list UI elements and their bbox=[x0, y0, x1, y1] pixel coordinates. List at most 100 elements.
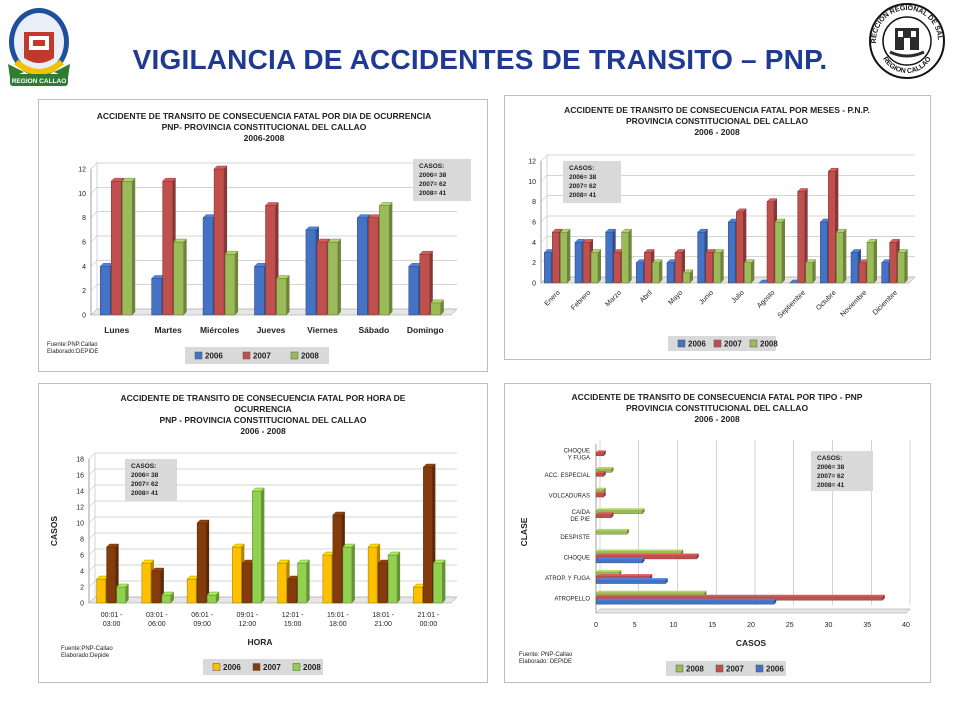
bar bbox=[276, 275, 290, 316]
source-note: Fuente:PNP.Callao bbox=[47, 342, 98, 348]
casos-line: CASOS: bbox=[817, 455, 842, 462]
source-note: Elaborado:Depide bbox=[61, 653, 110, 659]
y-tick-label: 8 bbox=[532, 199, 536, 206]
y-tick-label: 12 bbox=[76, 505, 84, 512]
casos-line: 2008= 41 bbox=[817, 482, 845, 489]
y-tick-label: 0 bbox=[532, 281, 536, 288]
grid-diag bbox=[90, 260, 98, 267]
y-tick-label: DESPISTE bbox=[560, 535, 590, 541]
legend-label: 2007 bbox=[263, 663, 281, 672]
chart-title-line: ACCIDENTE DE TRANSITO DE CONSECUENCIA FA… bbox=[572, 392, 863, 402]
bar bbox=[206, 591, 220, 604]
x-tick-label: 15 bbox=[708, 622, 716, 629]
legend-label: 2008 bbox=[301, 352, 319, 361]
x-tick-label: 35 bbox=[863, 622, 871, 629]
legend-label: 2008 bbox=[760, 340, 778, 349]
legend-swatch bbox=[677, 339, 686, 348]
legend-swatch bbox=[212, 663, 221, 671]
legend-swatch bbox=[252, 663, 261, 671]
legend-label: 2007 bbox=[726, 665, 744, 674]
x-tick-label: Viernes bbox=[307, 325, 338, 335]
x-tick-label: Martes bbox=[154, 325, 182, 335]
casos-line: 2008= 41 bbox=[131, 490, 159, 497]
casos-box bbox=[811, 451, 873, 491]
grid-diag bbox=[88, 484, 96, 492]
bar bbox=[713, 249, 725, 284]
y-tick-label: ATROPELLO bbox=[554, 597, 590, 603]
casos-line: 2006= 38 bbox=[569, 174, 597, 181]
x-axis-title: HORA bbox=[247, 637, 272, 647]
x-tick-label: Sábado bbox=[359, 325, 390, 335]
x-tick-label: Julio bbox=[731, 289, 746, 304]
casos-line: CASOS: bbox=[419, 163, 444, 170]
bar bbox=[897, 249, 909, 284]
chart-title-line: 2006 - 2008 bbox=[694, 127, 740, 137]
y-tick-label: 8 bbox=[80, 537, 84, 544]
legend-box bbox=[185, 347, 329, 364]
chart-title-line: PROVINCIA CONSTITUCIONAL DEL CALLAO bbox=[626, 116, 809, 126]
y-tick-label: 4 bbox=[82, 264, 86, 271]
bar bbox=[866, 239, 878, 284]
direccion-regional-salud-logo: DIRECCION REGIONAL DE SALUD REGION CALLA… bbox=[859, 0, 952, 80]
bar bbox=[595, 487, 606, 494]
casos-line: CASOS: bbox=[131, 463, 156, 470]
grid-diag bbox=[88, 452, 96, 460]
casos-line: 2006= 38 bbox=[131, 472, 159, 479]
x-tick-label: Enero bbox=[544, 289, 562, 307]
legend-swatch bbox=[290, 351, 299, 360]
chart-type-svg: ACCIDENTE DE TRANSITO DE CONSECUENCIA FA… bbox=[519, 392, 911, 676]
y-tick-label: CHOQUE Y FUGA bbox=[564, 448, 590, 461]
legend-label: 2007 bbox=[724, 340, 742, 349]
bar bbox=[378, 202, 393, 316]
x-tick-label: 10 bbox=[670, 622, 678, 629]
chart-panel-type: ACCIDENTE DE TRANSITO DE CONSECUENCIA FA… bbox=[504, 383, 931, 683]
bar bbox=[161, 591, 175, 604]
bar bbox=[116, 583, 130, 604]
x-tick-label: 0 bbox=[594, 622, 598, 629]
legend-swatch bbox=[715, 664, 724, 673]
x-tick-label: 20 bbox=[747, 622, 755, 629]
x-tick-label: Abril bbox=[639, 289, 654, 304]
legend-label: 2006 bbox=[688, 340, 706, 349]
y-tick-label: 0 bbox=[82, 313, 86, 320]
y-axis-title: CLASE bbox=[519, 517, 529, 546]
legend-box bbox=[203, 659, 323, 675]
legend-swatch bbox=[749, 339, 758, 348]
x-axis-title: CASOS bbox=[736, 638, 767, 648]
bar bbox=[121, 177, 136, 316]
y-tick-label: CHOQUE bbox=[564, 555, 590, 561]
y-tick-label: 2 bbox=[532, 260, 536, 267]
grid-diag bbox=[90, 235, 98, 243]
bar bbox=[682, 269, 694, 284]
bar bbox=[797, 188, 809, 284]
grid-diag bbox=[88, 516, 96, 524]
y-tick-label: 2 bbox=[82, 288, 86, 295]
bar bbox=[595, 508, 645, 514]
chart-title-line: ACCIDENTE DE TRANSITO DE CONSECUENCIA FA… bbox=[121, 393, 406, 403]
grid-diag bbox=[540, 215, 548, 223]
bar bbox=[387, 551, 401, 604]
casos-line: 2007= 62 bbox=[569, 183, 597, 190]
x-tick-label: 03:01 -06:00 bbox=[146, 612, 168, 628]
source-note: Elaborado:DEPIDE bbox=[47, 349, 98, 355]
bar bbox=[621, 228, 633, 284]
chart-title-line: ACCIDENTE DE TRANSITO DE CONSECUENCIA FA… bbox=[564, 105, 870, 115]
y-tick-label: 4 bbox=[80, 569, 84, 576]
y-tick-label: 10 bbox=[528, 179, 536, 186]
x-tick-label: Miércoles bbox=[200, 325, 239, 335]
chart-title-line: PROVINCIA CONSTITUCIONAL DEL CALLAO bbox=[626, 403, 809, 413]
bar bbox=[430, 299, 445, 316]
bar bbox=[743, 259, 755, 284]
x-tick-label: Octubre bbox=[815, 289, 838, 312]
x-tick-label: Febrero bbox=[570, 289, 592, 311]
casos-line: 2007= 62 bbox=[131, 481, 159, 488]
x-tick-label: 25 bbox=[786, 622, 794, 629]
bar bbox=[342, 543, 356, 604]
chart-month-svg: ACCIDENTE DE TRANSITO DE CONSECUENCIA FA… bbox=[528, 105, 916, 351]
grid-diag bbox=[540, 175, 548, 182]
grid-diag bbox=[90, 284, 98, 291]
grid-diag bbox=[88, 580, 96, 588]
x-tick-label: Noviembre bbox=[840, 289, 869, 318]
x-tick-label: Domingo bbox=[407, 325, 444, 335]
x-tick-label: 18:01 -21:00 bbox=[372, 612, 394, 628]
